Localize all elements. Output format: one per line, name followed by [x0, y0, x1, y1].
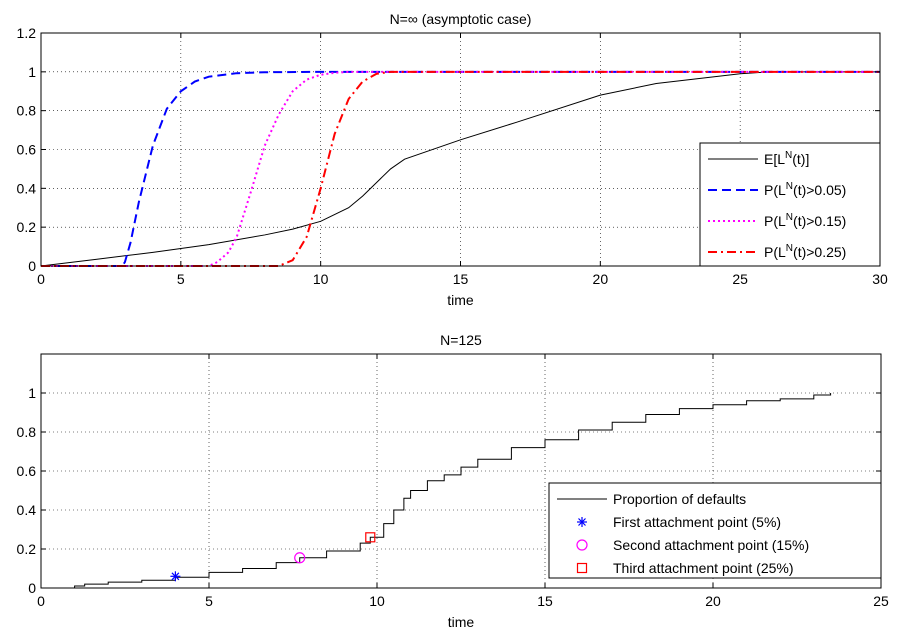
attachment-point-marker: [170, 571, 181, 582]
bottom-chart-legend: Proportion of defaults First attachment p…: [548, 482, 882, 579]
y-tick-label: 0: [28, 580, 36, 596]
top-chart-legend: E[LN(t)] P(LN(t)>0.05) P(LN(t)>0.15) P(LN(t…: [699, 142, 881, 267]
bottom-chart-x-axis-label: time: [448, 614, 475, 630]
series-line: [41, 70, 880, 267]
y-tick-label: 0.8: [17, 424, 37, 440]
legend-label: First attachment point (5%): [613, 514, 781, 530]
series-line: [40, 71, 880, 267]
top-chart: N=∞ (asymptotic case) 0 5 10 15 20 25 30 0 0.2 0.…: [17, 11, 888, 308]
x-tick-label: 0: [37, 593, 45, 609]
x-tick-label: 5: [205, 593, 213, 609]
x-tick-label: 25: [732, 271, 748, 287]
top-chart-series: [40, 70, 880, 267]
x-tick-label: 5: [177, 271, 185, 287]
top-chart-x-axis-label: time: [447, 292, 474, 308]
bottom-chart-title: N=125: [440, 332, 482, 348]
x-tick-label: 0: [37, 271, 45, 287]
y-tick-label: 0.4: [17, 180, 37, 196]
top-chart-ticks: 0 5 10 15 20 25 30 0 0.2 0.4 0.6 0.8 1 1.2: [17, 25, 888, 287]
y-tick-label: 0.6: [17, 142, 37, 158]
x-tick-label: 10: [313, 271, 329, 287]
legend-label: Third attachment point (25%): [613, 560, 794, 576]
x-tick-label: 20: [593, 271, 609, 287]
legend-label: P(LN(t)>0.15): [764, 212, 846, 229]
legend-marker: [577, 517, 587, 527]
x-tick-label: 30: [872, 271, 888, 287]
legend-label: P(LN(t)>0.25): [764, 243, 846, 260]
y-tick-label: 0.4: [17, 502, 37, 518]
y-tick-label: 1: [28, 385, 36, 401]
y-tick-label: 1.2: [17, 25, 37, 41]
legend-box: [699, 142, 881, 267]
legend-label: Second attachment point (15%): [613, 537, 809, 553]
y-tick-label: 0.2: [17, 219, 37, 235]
legend-label: Proportion of defaults: [613, 491, 746, 507]
attachment-point-marker: [294, 552, 306, 564]
legend-marker: [576, 562, 588, 574]
top-chart-title: N=∞ (asymptotic case): [390, 11, 532, 27]
x-tick-label: 15: [453, 271, 469, 287]
bottom-chart: N=125 0 5 10 15 20 25 0 0.2 0.4 0.6 0.8 1 time Prop…: [17, 332, 889, 630]
x-tick-label: 20: [705, 593, 721, 609]
bottom-chart-ticks: 0 5 10 15 20 25 0 0.2 0.4 0.6 0.8 1: [17, 354, 889, 609]
attachment-point-marker: [365, 532, 376, 543]
y-tick-label: 0: [28, 258, 36, 274]
legend-label: E[LN(t)]: [764, 150, 809, 167]
x-tick-label: 15: [537, 593, 553, 609]
legend-label: P(LN(t)>0.05): [764, 181, 846, 198]
x-tick-label: 25: [873, 593, 889, 609]
bottom-chart-series: [41, 393, 832, 589]
y-tick-label: 0.6: [17, 463, 37, 479]
y-tick-label: 0.2: [17, 541, 37, 557]
y-tick-label: 0.8: [17, 103, 37, 119]
y-tick-label: 1: [28, 64, 36, 80]
legend-marker: [576, 539, 588, 551]
x-tick-label: 10: [369, 593, 385, 609]
